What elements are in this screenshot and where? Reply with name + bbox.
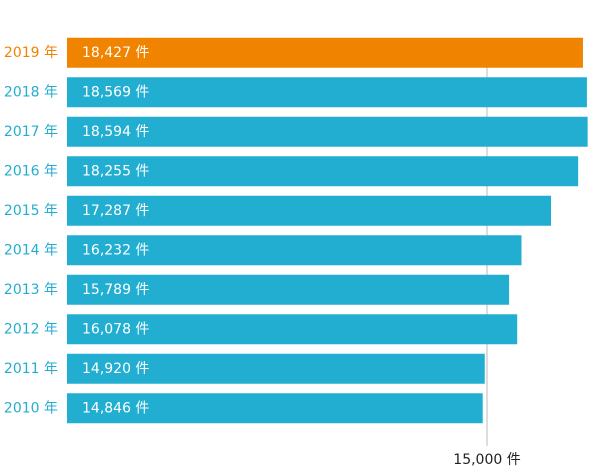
y-tick-label: 2011 年 bbox=[4, 361, 58, 377]
x-tick-label: 15,000 件 bbox=[453, 452, 520, 468]
bar-value-label: 15,789 件 bbox=[82, 282, 149, 298]
bar bbox=[67, 195, 552, 226]
y-tick-label: 2010 年 bbox=[4, 400, 58, 416]
bar bbox=[67, 156, 579, 187]
y-tick-label: 2017 年 bbox=[4, 124, 58, 140]
bar-value-label: 18,594 件 bbox=[82, 124, 149, 140]
y-tick-label: 2019 年 bbox=[4, 45, 58, 61]
y-tick-label: 2015 年 bbox=[4, 203, 58, 219]
y-tick-label: 2014 年 bbox=[4, 242, 58, 258]
bar bbox=[67, 274, 510, 305]
bar-value-label: 18,569 件 bbox=[82, 84, 149, 100]
bar bbox=[67, 314, 518, 345]
bar-value-label: 18,255 件 bbox=[82, 163, 149, 179]
y-tick-label: 2013 年 bbox=[4, 282, 58, 298]
bar-value-label: 17,287 件 bbox=[82, 203, 149, 219]
bar bbox=[67, 235, 522, 266]
y-tick-label: 2012 年 bbox=[4, 321, 58, 337]
bar bbox=[67, 393, 483, 424]
y-tick-label: 2016 年 bbox=[4, 163, 58, 179]
bar-value-label: 16,078 件 bbox=[82, 321, 149, 337]
bar bbox=[67, 77, 587, 108]
bar-value-label: 18,427 件 bbox=[82, 45, 149, 61]
bar bbox=[67, 116, 588, 147]
bar-value-label: 16,232 件 bbox=[82, 242, 149, 258]
bar-value-label: 14,846 件 bbox=[82, 400, 149, 416]
y-tick-label: 2018 年 bbox=[4, 84, 58, 100]
bar-value-label: 14,920 件 bbox=[82, 361, 149, 377]
bar bbox=[67, 353, 485, 384]
bar bbox=[67, 37, 583, 68]
